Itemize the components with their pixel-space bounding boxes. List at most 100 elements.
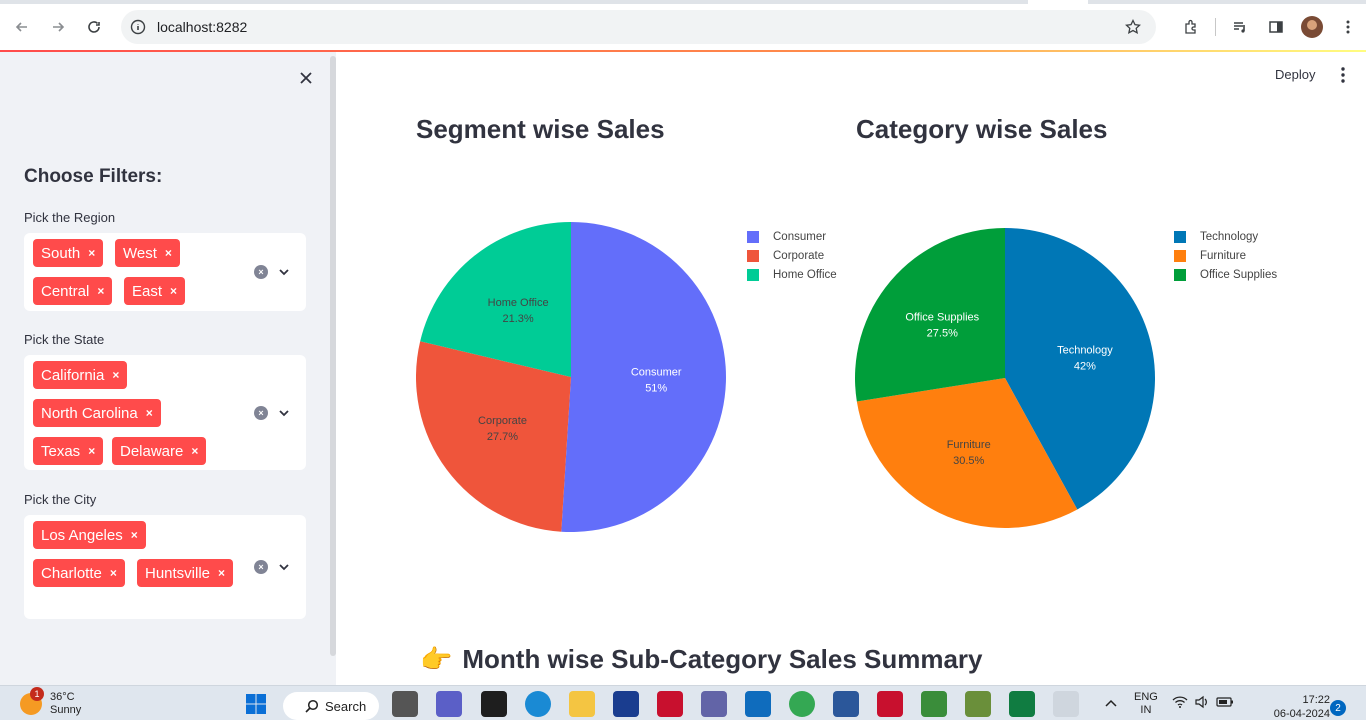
state-tag[interactable]: Texas × [33,437,104,465]
clear-all-icon[interactable]: × [254,406,268,420]
city-multiselect[interactable]: Los Angeles × Charlotte × Huntsville × × [24,515,306,619]
legend-label: Technology [1200,230,1259,243]
state-tag[interactable]: North Carolina × [33,399,161,427]
slice-percent-label: 30.5% [953,455,984,467]
pie-slice-office-supplies[interactable] [855,228,1005,402]
legend-item[interactable]: Office Supplies [1174,265,1277,284]
legend-label: Consumer [773,230,827,243]
taskbar-search[interactable]: Search [283,692,379,720]
legend-item[interactable]: Consumer [747,227,837,246]
pie-slice-furniture[interactable] [856,378,1078,528]
city-tag[interactable]: Charlotte × [33,559,125,587]
teams-icon[interactable] [436,691,462,717]
snipping-tool-icon[interactable] [1053,691,1079,717]
filters-heading: Choose Filters: [24,166,163,187]
mcafee-icon[interactable] [657,691,683,717]
mcafee-shield-icon[interactable] [877,691,903,717]
file-explorer-icon[interactable] [569,691,595,717]
pie-slice-home-office[interactable] [420,222,571,377]
region-tag[interactable]: Central × [33,277,113,305]
mail-icon[interactable] [745,691,771,717]
region-tag[interactable]: South × [33,239,104,267]
app-menu-icon[interactable] [1334,66,1352,84]
battery-icon[interactable] [1216,695,1234,712]
state-multiselect[interactable]: California × North Carolina × Texas × Delaw… [24,355,306,470]
region-multiselect[interactable]: South × West × Central × East × × [24,233,306,311]
notification-badge[interactable]: 2 [1330,700,1346,716]
remove-tag-icon[interactable]: × [164,246,172,260]
chevron-down-icon[interactable] [278,266,290,278]
copilot-icon[interactable] [701,691,727,717]
forward-icon[interactable] [40,9,76,45]
sun-icon: 1 [20,687,44,715]
segment-chart-title: Segment wise Sales [416,114,665,144]
remove-tag-icon[interactable]: × [145,406,153,420]
profile-avatar[interactable] [1294,9,1330,45]
slice-label: Corporate [478,415,527,427]
l-app-icon[interactable] [613,691,639,717]
side-panel-icon[interactable] [1258,9,1294,45]
legend-item[interactable]: Technology [1174,227,1277,246]
site-info-icon[interactable] [130,19,146,35]
segment-pie-chart: Consumer 51% Corporate 27.7% Home Office 21.3… [415,222,726,532]
chevron-up-icon[interactable] [1104,697,1118,711]
extensions-icon[interactable] [1173,9,1209,45]
region-tag[interactable]: East × [124,277,186,305]
excel-icon[interactable] [1009,691,1035,717]
city-tag[interactable]: Los Angeles × [33,521,146,549]
city-tag[interactable]: Huntsville × [137,559,234,587]
address-bar[interactable]: localhost:8282 [121,10,1156,44]
remove-tag-icon[interactable]: × [130,528,138,542]
remove-tag-icon[interactable]: × [112,368,120,382]
pie-slice-corporate[interactable] [415,341,571,532]
remove-tag-icon[interactable]: × [97,284,105,298]
remove-tag-icon[interactable]: × [218,566,226,580]
remove-tag-icon[interactable]: × [88,444,96,458]
start-windows-icon[interactable] [243,691,269,717]
legend-item[interactable]: Furniture [1174,246,1277,265]
pie-slice-consumer[interactable] [561,222,726,532]
game-icon[interactable] [965,691,991,717]
reload-icon[interactable] [76,9,112,45]
clear-all-icon[interactable]: × [254,265,268,279]
remote-desktop-icon[interactable] [833,691,859,717]
remove-tag-icon[interactable]: × [191,444,199,458]
browser-menu-icon[interactable] [1330,9,1366,45]
chevron-down-icon[interactable] [278,407,290,419]
state-tag[interactable]: California × [33,361,128,389]
state-tag[interactable]: Delaware × [112,437,207,465]
sidebar-scrollbar[interactable] [330,56,336,656]
clear-all-icon[interactable]: × [254,560,268,574]
task-view-icon[interactable] [392,691,418,717]
legend-label: Office Supplies [1200,268,1278,281]
remove-tag-icon[interactable]: × [170,284,178,298]
chrome-icon[interactable] [789,691,815,717]
remove-tag-icon[interactable]: × [109,566,117,580]
notepad-icon[interactable] [921,691,947,717]
sidebar: Choose Filters: Pick the Region South × W… [0,52,336,685]
legend-item[interactable]: Corporate [747,246,837,265]
category-pie-chart: Technology 42% Furniture 30.5% Office Suppli… [855,228,1155,528]
weather-widget[interactable]: 1 36°C Sunny [20,687,81,717]
media-control-icon[interactable] [1222,9,1258,45]
region-tag[interactable]: West × [115,239,180,267]
deploy-button[interactable]: Deploy [1275,67,1316,82]
legend-item[interactable]: Home Office [747,265,837,284]
close-sidebar-icon[interactable] [296,68,316,88]
bookmark-star-icon[interactable] [1125,19,1141,35]
chevron-down-icon[interactable] [278,561,290,573]
legend-swatch [747,249,759,262]
back-icon[interactable] [4,9,40,45]
region-label: Pick the Region [24,210,116,225]
clock[interactable]: 17:22 06-04-2024 [1273,694,1330,720]
pie-slice-technology[interactable] [1005,228,1155,510]
language-indicator[interactable]: ENG IN [1134,690,1158,716]
section-heading: 👉 Month wise Sub-Category Sales Summary [420,644,983,675]
volume-icon[interactable] [1194,695,1210,712]
remove-tag-icon[interactable]: × [88,246,96,260]
pycharm-icon[interactable] [481,691,507,717]
category-legend: Technology Furniture Office Supplies [1174,227,1277,284]
edge-icon[interactable] [525,691,551,717]
wifi-icon[interactable] [1172,695,1188,712]
section-heading-text: Month wise Sub-Category Sales Summary [462,644,983,674]
